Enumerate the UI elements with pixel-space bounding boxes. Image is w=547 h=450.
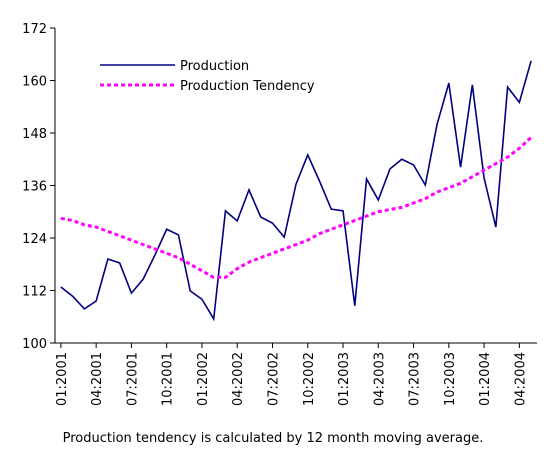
x-tick-label: 10:2003	[443, 352, 458, 406]
x-tick-label: 04:2004	[513, 352, 528, 406]
x-tick-label: 04:2001	[90, 352, 105, 406]
data-line	[60, 136, 533, 279]
x-tick-label: 01:2002	[196, 352, 211, 406]
x-tick-label: 07:2002	[266, 352, 281, 406]
x-tick-label: 04:2003	[372, 352, 387, 406]
legend-label: Production Tendency	[180, 79, 315, 94]
x-tick-label: 04:2002	[231, 352, 246, 406]
y-tick-label: 124	[22, 232, 47, 247]
y-tick-label: 148	[22, 127, 47, 142]
x-tick-label: 10:2002	[302, 352, 317, 406]
x-tick-label: 01:2004	[478, 352, 493, 406]
y-tick-label: 100	[22, 337, 47, 352]
y-tick-label: 172	[22, 22, 47, 37]
data-line	[60, 60, 532, 322]
y-tick-label: 160	[22, 75, 47, 90]
x-tick-label: 10:2001	[161, 352, 176, 406]
chart-note: Production tendency is calculated by 12 …	[63, 431, 484, 446]
x-tick-label: 01:2001	[55, 352, 70, 406]
x-tick-label: 07:2001	[125, 352, 140, 406]
y-tick-label: 112	[22, 285, 47, 300]
x-tick-label: 07:2003	[408, 352, 423, 406]
legend-label: Production	[180, 59, 249, 74]
y-tick-label: 136	[22, 180, 47, 195]
x-tick-label: 01:2003	[337, 352, 352, 406]
